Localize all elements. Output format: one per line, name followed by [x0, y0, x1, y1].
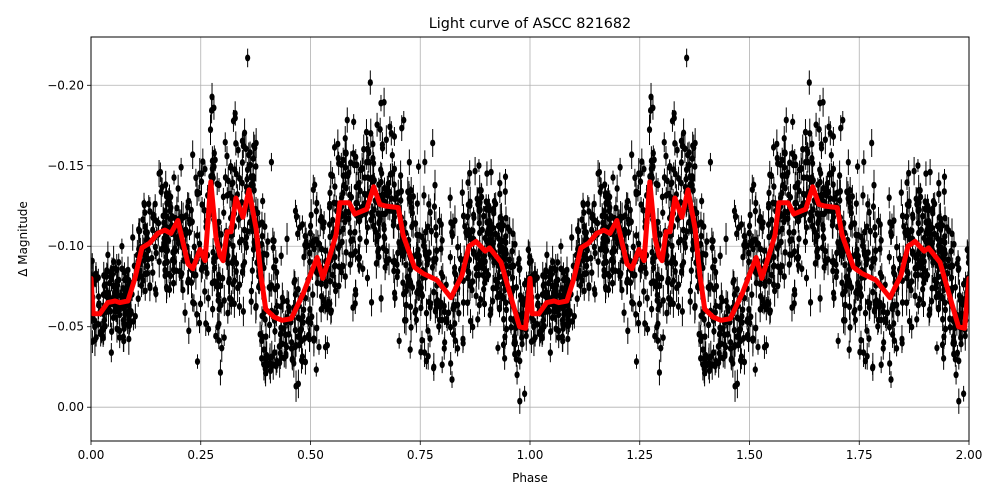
- x-axis-label: Phase: [512, 471, 548, 485]
- x-tick-label: 1.00: [517, 448, 544, 462]
- plot-area: [90, 36, 970, 442]
- y-tick-label: −0.10: [47, 239, 84, 253]
- chart-title: Light curve of ASCC 821682: [429, 16, 631, 32]
- x-tick-label: 2.00: [956, 448, 983, 462]
- y-axis-ticks: 0.00 −0.05 −0.10 −0.15 −0.20: [47, 78, 91, 414]
- y-tick-label: −0.15: [47, 159, 84, 173]
- y-tick-label: 0.00: [57, 400, 84, 414]
- x-tick-label: 1.75: [846, 448, 873, 462]
- x-tick-label: 1.25: [626, 448, 653, 462]
- y-tick-label: −0.05: [47, 320, 84, 334]
- smoothed-model-line: [91, 179, 969, 331]
- x-axis-ticks: 0.00 0.25 0.50 0.75 1.00 1.25 1.50 1.75 2.00: [78, 441, 983, 462]
- x-tick-label: 1.50: [736, 448, 763, 462]
- y-tick-label: −0.20: [47, 78, 84, 92]
- x-tick-label: 0.50: [297, 448, 324, 462]
- y-axis-label: Δ Magnitude: [16, 201, 30, 277]
- x-tick-label: 0.75: [407, 448, 434, 462]
- x-tick-label: 0.25: [187, 448, 214, 462]
- x-tick-label: 0.00: [78, 448, 105, 462]
